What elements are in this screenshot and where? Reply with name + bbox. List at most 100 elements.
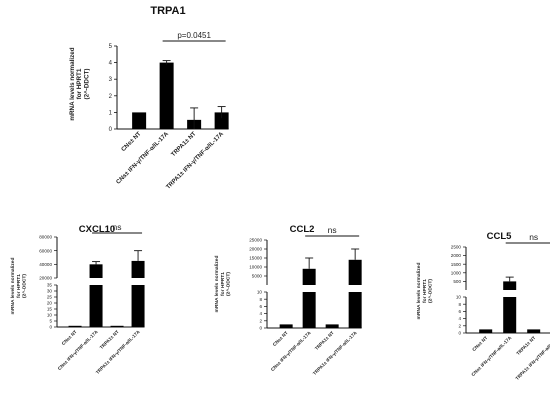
y-tick-label: 2 xyxy=(259,318,262,323)
y-tick-label: 6 xyxy=(259,304,262,309)
bar-3 xyxy=(110,325,124,327)
y-tick-label: 8 xyxy=(458,302,461,307)
y-tick-label: 3 xyxy=(109,77,113,83)
category-label: TRPA1± IFN-γ/TNF-α/IL-17A xyxy=(312,330,358,376)
y-tick-label: 20 xyxy=(47,301,53,306)
y-tick-label: 15000 xyxy=(249,256,262,261)
category-label: TRPA1± IFN-γ/TNF-α/IL-17A xyxy=(165,131,225,191)
y-tick-label: 20000 xyxy=(249,247,262,252)
category-label: CNs± NT xyxy=(471,335,488,352)
y-tick-label: 0 xyxy=(458,331,461,336)
y-tick-label: 15 xyxy=(47,307,53,312)
y-tick-label: 0 xyxy=(49,325,52,330)
bar-4-lower xyxy=(348,292,362,328)
y-tick-label: 40000 xyxy=(39,262,52,267)
y-tick-label: 2500 xyxy=(451,245,462,250)
y-tick-label: 6 xyxy=(458,309,461,314)
y-tick-label: 10 xyxy=(456,295,462,300)
bar-4-upper xyxy=(348,259,362,285)
y-tick-label: 5 xyxy=(109,44,113,50)
chart-title: CCL5 xyxy=(487,231,513,242)
y-axis-label-line: (2^-DDCT) xyxy=(22,274,28,298)
y-axis-label: mRNA levels normalizedfor HPRT1(2^-DDCT) xyxy=(416,263,434,320)
category-label: TRPA1± NT xyxy=(99,329,120,350)
y-tick-label: 60000 xyxy=(39,248,52,253)
y-tick-label: 20000 xyxy=(39,276,52,281)
y-tick-label: 5000 xyxy=(252,274,263,279)
significance-label: ns xyxy=(113,222,122,232)
y-tick-label: 4 xyxy=(259,311,262,316)
y-axis-label-line: (2^-DDCT) xyxy=(226,272,232,296)
category-label: CNs± IFN-γ/TNF-α/IL-17A xyxy=(57,329,99,371)
bar-1 xyxy=(479,329,493,333)
category-label: CNs± IFN-γ/TNF-α/IL-17A xyxy=(116,131,171,186)
bar-2-upper xyxy=(503,281,517,290)
y-tick-label: 8 xyxy=(259,297,262,302)
category-label: CNs± IFN-γ/TNF-α/IL-17A xyxy=(270,330,312,372)
y-axis-label-line: for HPRT1 xyxy=(16,274,22,298)
category-label: CNs± NT xyxy=(272,330,289,347)
y-tick-label: 1 xyxy=(109,110,113,116)
bar-1 xyxy=(68,325,82,327)
y-tick-label: 25 xyxy=(47,295,53,300)
bar-2 xyxy=(159,62,174,129)
y-tick-label: 0 xyxy=(109,127,113,133)
bar-1 xyxy=(132,112,147,129)
significance-label: ns xyxy=(328,225,337,235)
y-axis-label-line: (2^-DDCT) xyxy=(428,279,434,303)
significance-label: ns xyxy=(529,232,538,242)
bar-2-lower xyxy=(302,292,316,328)
y-tick-label: 80000 xyxy=(39,235,52,240)
chart-title: TRPA1 xyxy=(150,5,185,17)
y-axis-label-line: for HPRT1 xyxy=(422,279,428,303)
y-tick-label: 5 xyxy=(49,319,52,324)
category-label: CNs± NT xyxy=(61,329,78,346)
y-tick-label: 500 xyxy=(453,279,461,284)
significance-label: p=0.0451 xyxy=(177,31,211,40)
bar-2-lower xyxy=(89,285,103,327)
y-axis-label: mRNA levels normalizedfor HPRT1(2^-DDCT) xyxy=(69,47,90,120)
bar-2-upper xyxy=(302,268,316,285)
bar-4-lower xyxy=(131,285,145,327)
y-tick-label: 1000 xyxy=(451,270,462,275)
y-tick-label: 10 xyxy=(257,290,263,295)
y-tick-label: 0 xyxy=(259,326,262,331)
bar-3 xyxy=(325,324,339,328)
bar-2-upper xyxy=(89,264,103,278)
y-axis-label-line: mRNA levels normalized xyxy=(69,47,76,120)
bar-1 xyxy=(279,324,293,328)
y-axis-label-line: (2^-DDCT) xyxy=(82,69,90,100)
category-label: TRPA1± IFN-γ/TNF-α/IL-17A xyxy=(95,329,141,375)
y-axis-label-line: mRNA levels normalized xyxy=(214,256,220,313)
y-axis-label-line: mRNA levels normalized xyxy=(10,258,16,315)
category-label: CNs± IFN-γ/TNF-α/IL-17A xyxy=(470,335,512,377)
y-axis-label: mRNA levels normalizedfor HPRT1(2^-DDCT) xyxy=(214,256,232,313)
chart-title: CXCL10 xyxy=(79,224,115,235)
chart-cxcl10: CXCL10 mRNA levels normalizedfor HPRT1(2^… xyxy=(10,222,145,375)
chart-trpa1: TRPA1 mRNA levels normalizedfor HPRT1(2^-… xyxy=(69,5,229,191)
y-axis-label-line: for HPRT1 xyxy=(220,272,226,296)
y-tick-label: 35 xyxy=(47,283,53,288)
y-tick-label: 4 xyxy=(458,316,461,321)
bar-4 xyxy=(214,112,229,129)
y-axis-label-line: for HPRT1 xyxy=(76,68,83,99)
y-axis-label-line: mRNA levels normalized xyxy=(416,263,422,320)
y-tick-label: 2 xyxy=(458,323,461,328)
y-tick-label: 2000 xyxy=(451,253,462,258)
y-tick-label: 25000 xyxy=(249,238,262,243)
y-tick-label: 2 xyxy=(109,94,113,100)
bar-4-upper xyxy=(131,260,145,278)
y-tick-label: 10 xyxy=(47,313,53,318)
y-tick-label: 30 xyxy=(47,289,53,294)
category-label: TRPA1± NT xyxy=(515,335,536,356)
bar-2-lower xyxy=(503,297,517,333)
chart-ccl5: CCL5 mRNA levels normalizedfor HPRT1(2^-D… xyxy=(416,231,550,381)
chart-title: CCL2 xyxy=(290,224,315,235)
category-label: CNs± NT xyxy=(121,131,143,153)
y-tick-label: 4 xyxy=(109,61,113,67)
chart-ccl2: CCL2 mRNA levels normalizedfor HPRT1(2^-D… xyxy=(214,224,362,376)
y-tick-label: 1500 xyxy=(451,262,462,267)
category-label: TRPA1± NT xyxy=(314,330,335,351)
y-axis-label: mRNA levels normalizedfor HPRT1(2^-DDCT) xyxy=(10,258,28,315)
